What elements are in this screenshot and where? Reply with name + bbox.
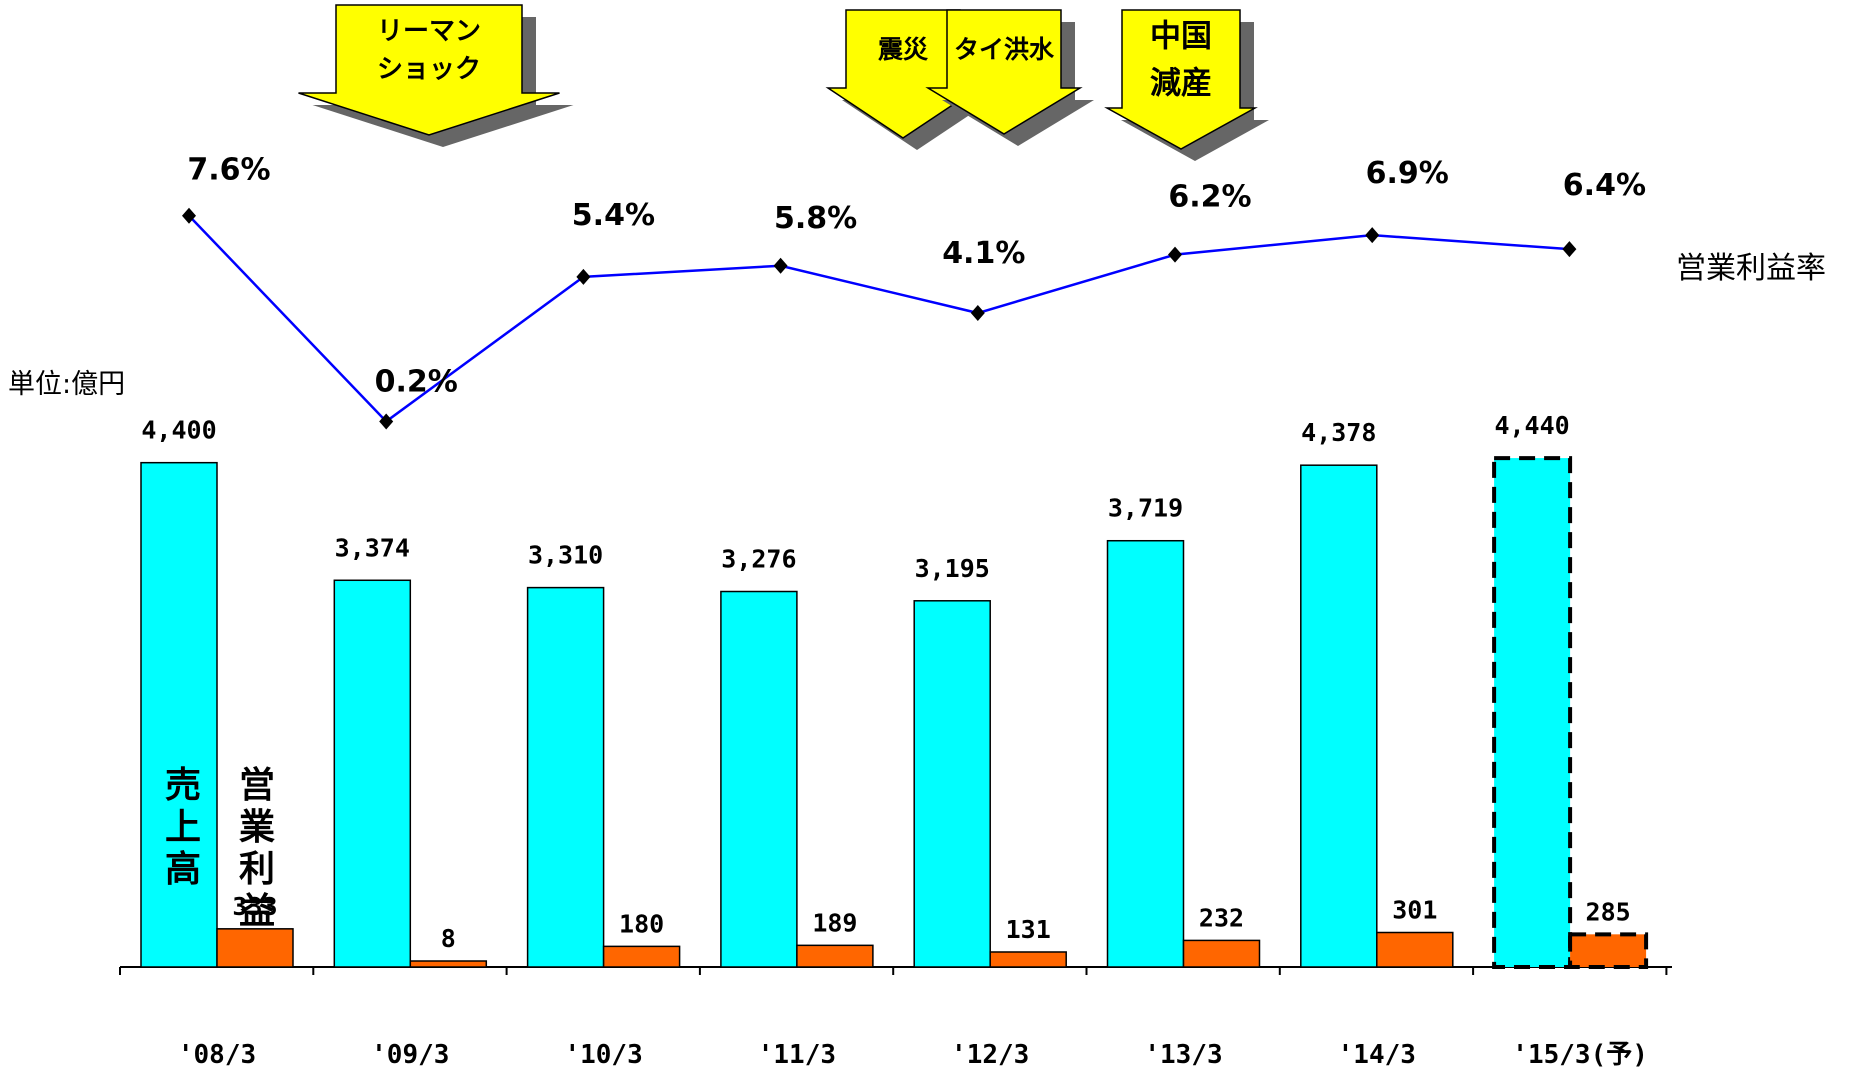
x-tick-label: '09/3 <box>371 1040 449 1069</box>
margin-marker <box>1562 241 1577 258</box>
bar-sales <box>140 461 218 968</box>
x-tick-label: '13/3 <box>1144 1040 1222 1069</box>
data-label-profit: 232 <box>1199 903 1244 932</box>
data-label-sales: 3,276 <box>721 545 796 574</box>
margin-data-label: 5.8% <box>774 201 857 236</box>
data-label-sales: 3,195 <box>915 554 990 583</box>
event-label: 減産 <box>1150 66 1212 102</box>
margin-data-label: 4.1% <box>942 236 1025 271</box>
event-arrow <box>298 4 560 136</box>
event-label: ショック <box>377 54 481 84</box>
bar-sales <box>526 586 605 968</box>
event-label: リーマン <box>377 16 481 46</box>
bar-profit <box>409 960 488 968</box>
margin-data-label: 5.4% <box>572 198 655 233</box>
bar-sales <box>333 579 412 968</box>
data-label-profit: 333 <box>232 892 277 921</box>
profit-bar-label: 業 <box>239 807 275 848</box>
x-tick-label: '15/3(予) <box>1512 1040 1648 1069</box>
data-label-sales: 4,400 <box>141 416 216 445</box>
data-label-sales: 3,719 <box>1108 494 1183 523</box>
margin-data-label: 6.2% <box>1168 180 1251 215</box>
data-label-profit: 180 <box>619 909 664 938</box>
margin-data-label: 6.4% <box>1563 168 1646 203</box>
x-tick-label: '12/3 <box>951 1040 1029 1069</box>
margin-legend-label: 営業利益率 <box>1676 251 1826 286</box>
x-tick-label: '08/3 <box>178 1040 256 1069</box>
bar-profit <box>1568 932 1649 970</box>
data-label-sales: 3,374 <box>335 533 410 562</box>
bar-profit <box>602 945 681 968</box>
event-label: タイ洪水 <box>954 35 1055 64</box>
margin-marker <box>182 207 196 224</box>
margin-data-label: 0.2% <box>375 364 458 399</box>
margin-marker <box>1168 246 1182 263</box>
event-arrow <box>1104 9 1258 150</box>
data-label-profit: 301 <box>1392 895 1437 924</box>
margin-line <box>188 214 1570 424</box>
margin-marker <box>1365 227 1380 244</box>
event-label: 震災 <box>878 35 929 64</box>
data-label-sales: 4,440 <box>1494 411 1569 440</box>
sales-bar-label: 上 <box>165 807 201 848</box>
margin-marker <box>970 305 985 322</box>
data-label-profit: 189 <box>812 908 857 937</box>
data-label-profit: 131 <box>1006 915 1051 944</box>
bar-profit <box>1376 931 1454 968</box>
margin-marker <box>379 413 394 430</box>
sales-bar-label: 高 <box>165 849 201 890</box>
unit-label: 単位:億円 <box>8 369 125 400</box>
bar-sales <box>913 600 991 968</box>
bar-profit <box>989 951 1067 968</box>
x-tick-label: '14/3 <box>1338 1040 1416 1069</box>
bar-sales <box>1300 464 1378 968</box>
bar-sales <box>1106 539 1185 968</box>
sales-bar-label: 売 <box>165 765 201 806</box>
data-label-sales: 4,378 <box>1301 418 1376 447</box>
event-label: 中国 <box>1150 19 1212 55</box>
event-arrow <box>925 9 1083 135</box>
bar-sales <box>1492 456 1573 969</box>
profit-bar-label: 営 <box>239 765 275 806</box>
bar-profit <box>796 944 874 968</box>
margin-marker <box>576 268 591 285</box>
bar-profit <box>216 928 294 968</box>
x-tick-label: '10/3 <box>564 1040 642 1069</box>
data-label-profit: 8 <box>441 924 456 953</box>
margin-data-label: 7.6% <box>187 153 270 188</box>
margin-marker <box>773 257 788 274</box>
bar-profit <box>1182 939 1261 968</box>
data-label-profit: 285 <box>1586 897 1631 926</box>
data-label-sales: 3,310 <box>528 541 603 570</box>
margin-data-label: 6.9% <box>1366 156 1449 191</box>
bar-sales <box>720 590 798 968</box>
profit-bar-label: 益 <box>239 891 275 932</box>
profit-bar-label: 利 <box>239 849 275 890</box>
x-tick-label: '11/3 <box>758 1040 836 1069</box>
